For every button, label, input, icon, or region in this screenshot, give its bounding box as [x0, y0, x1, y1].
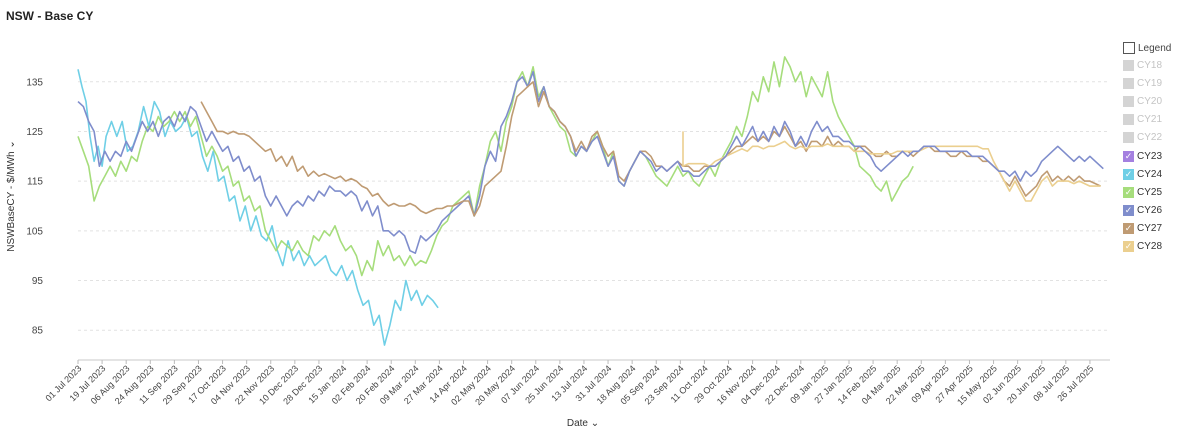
legend-item-label: CY21	[1137, 114, 1163, 126]
checkmark-icon[interactable]: ✓	[1123, 223, 1134, 235]
legend-item-label: CY20	[1137, 95, 1163, 107]
series-line-cy26[interactable]	[77, 71, 577, 254]
y-tick-label: 95	[32, 276, 44, 287]
legend-item-cy20[interactable]: CY20	[1123, 92, 1175, 110]
legend-item-cy27[interactable]: ✓ CY27	[1123, 220, 1175, 238]
legend-heading: Legend	[1138, 42, 1172, 54]
checkmark-icon[interactable]: ✓	[1123, 150, 1134, 162]
legend-item-label: CY26	[1137, 205, 1163, 217]
y-tick-label: 115	[27, 177, 43, 188]
page-title: NSW - Base CY	[6, 9, 94, 23]
legend-item-label: CY28	[1137, 241, 1163, 253]
legend-item-label: CY25	[1137, 186, 1163, 198]
legend: Legend CY18 CY19 CY20 CY21 CY22 ✓ CY23 ✓ CY24 ✓ CY…	[1123, 40, 1175, 256]
legend-item-label: CY22	[1137, 132, 1163, 144]
legend-item-cy21[interactable]: CY21	[1123, 111, 1175, 129]
y-tick-labels: 85 95 105 115 125 135	[26, 77, 43, 336]
checkmark-icon[interactable]: ✓	[1123, 241, 1134, 253]
legend-item-label: CY27	[1137, 223, 1163, 235]
legend-swatch[interactable]	[1123, 77, 1134, 89]
legend-swatch[interactable]	[1123, 95, 1134, 107]
legend-item-cy24[interactable]: ✓ CY24	[1123, 165, 1175, 183]
legend-items: CY18 CY19 CY20 CY21 CY22 ✓ CY23 ✓ CY24 ✓ CY25 ✓ CY26…	[1123, 56, 1175, 256]
legend-item-label: CY19	[1137, 77, 1163, 89]
legend-item-cy28[interactable]: ✓ CY28	[1123, 238, 1175, 256]
y-tick-label: 105	[26, 226, 43, 237]
x-axis-label[interactable]: Date ⌄	[567, 418, 599, 429]
legend-swatch[interactable]	[1123, 114, 1134, 126]
series-line-cy25[interactable]	[77, 56, 914, 277]
legend-item-cy18[interactable]: CY18	[1123, 56, 1175, 74]
y-axis-label[interactable]: NSWBaseCY - $/MWh ⌄	[6, 140, 17, 252]
legend-item-cy19[interactable]: CY19	[1123, 74, 1175, 92]
series-line-cy28[interactable]	[682, 131, 1101, 202]
y-tick-label: 125	[26, 127, 43, 138]
legend-item-cy26[interactable]: ✓ CY26	[1123, 202, 1175, 220]
legend-checkbox[interactable]	[1123, 42, 1135, 54]
legend-item-label: CY18	[1137, 59, 1163, 71]
legend-toggle[interactable]: Legend	[1123, 40, 1175, 56]
series-line-cy27[interactable]	[200, 81, 1101, 217]
legend-item-label: CY24	[1137, 168, 1163, 180]
series-line-cy26[interactable]	[575, 120, 1104, 187]
y-tick-label: 85	[32, 326, 44, 337]
legend-swatch[interactable]	[1123, 59, 1134, 71]
grid-lines	[78, 81, 1110, 331]
y-tick-label: 135	[26, 77, 43, 88]
series-lines	[77, 56, 1104, 346]
legend-item-cy25[interactable]: ✓ CY25	[1123, 183, 1175, 201]
legend-item-cy22[interactable]: CY22	[1123, 129, 1175, 147]
checkmark-icon[interactable]: ✓	[1123, 205, 1134, 217]
legend-swatch[interactable]	[1123, 132, 1134, 144]
legend-item-label: CY23	[1137, 150, 1163, 162]
checkmark-icon[interactable]: ✓	[1123, 186, 1134, 198]
legend-item-cy23[interactable]: ✓ CY23	[1123, 147, 1175, 165]
checkmark-icon[interactable]: ✓	[1123, 168, 1134, 180]
